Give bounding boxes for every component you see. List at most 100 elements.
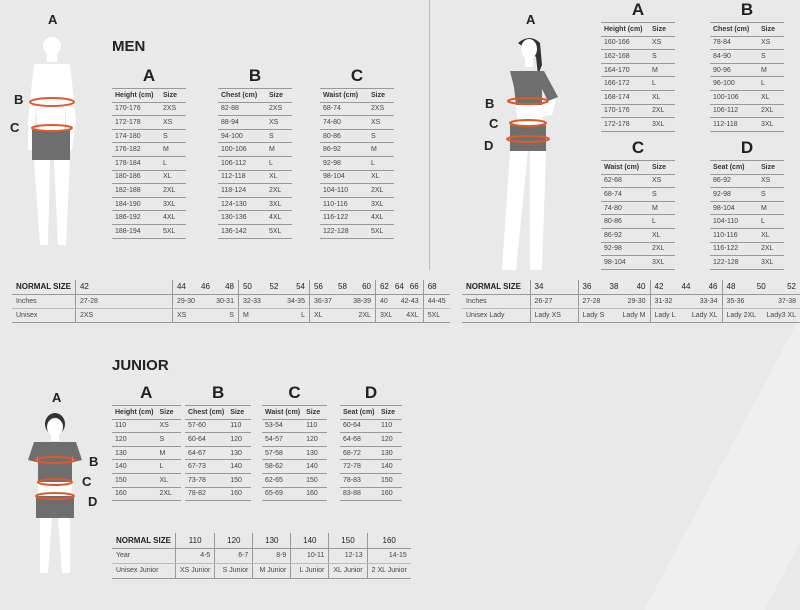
table-row: 98-104 3XL xyxy=(601,255,675,270)
size-group-cell: 42 xyxy=(74,280,173,295)
measure-cell: 176-182 xyxy=(112,142,160,157)
table-row: 53-54 110 xyxy=(262,419,328,434)
figure-label-c: C xyxy=(489,116,499,131)
size-value: M xyxy=(242,311,249,319)
size-value: 38-39 xyxy=(353,297,371,305)
measure-cell: 98-104 xyxy=(601,255,649,270)
size-table-b: B Chest (cm) Size 82-88 2XS 88-94 XS 94-100 S 100… xyxy=(218,66,292,239)
size-cell: XL xyxy=(649,90,675,105)
size-group: 56 58 60 xyxy=(314,282,371,291)
table-row: 86-92 XS xyxy=(710,174,784,189)
column-header: Size xyxy=(368,88,394,103)
size-table: Seat (cm) Size 60-64 110 64-68 120 68-72 130 72-… xyxy=(340,405,402,502)
size-cell: 130 xyxy=(378,446,402,461)
figure-label-b: B xyxy=(485,96,495,111)
table-row: 172-178 3XL xyxy=(601,117,675,132)
size-group: 68 xyxy=(428,282,446,291)
size-group-cell: 42 44 46 xyxy=(649,280,722,295)
size-cell: 2XS xyxy=(368,102,394,117)
size-group: 44-45 xyxy=(428,298,446,305)
table-row: 176-182 M xyxy=(112,142,186,157)
measure-cell: 160 xyxy=(112,487,157,502)
size-value: 34 xyxy=(534,282,544,292)
table-row: Year 4-5 6-7 8-9 10-11 12-13 14-15 xyxy=(112,548,411,564)
size-value: 31-32 xyxy=(654,297,673,305)
table-row: 136-142 5XL xyxy=(218,224,292,239)
figure-label-a: A xyxy=(48,12,58,27)
measure-letter: B xyxy=(211,383,225,402)
table-row: 122-128 3XL xyxy=(710,255,784,270)
measure-cell: 62-65 xyxy=(262,473,304,488)
size-cell: S xyxy=(156,432,181,447)
table-row: 164-170 M xyxy=(601,63,675,78)
size-group-cell: 5XL xyxy=(422,308,450,323)
measure-cell: 150 xyxy=(112,473,157,488)
size-table-a: A Height (cm) Size 110 XS 120 S 130 M 140 L 150 XL 16… xyxy=(112,383,181,502)
size-cell: S xyxy=(649,187,675,202)
table-row: 80-86 S xyxy=(320,129,394,144)
size-cell: 2 XL Junior xyxy=(366,563,411,579)
measure-cell: 86-92 xyxy=(710,174,758,189)
size-value: 44 xyxy=(176,282,186,292)
column-header: Size xyxy=(160,88,186,103)
size-cell: 2XL xyxy=(156,487,181,502)
size-value: 5XL xyxy=(427,311,441,319)
table-row: 94-100 S xyxy=(218,129,292,144)
size-cell: L Junior xyxy=(290,563,329,579)
size-group-cell: 34 xyxy=(529,280,578,295)
table-header-row: Waist (cm) Size xyxy=(320,88,394,103)
table-row: 72-78 140 xyxy=(340,459,402,474)
size-cell: S xyxy=(758,49,784,64)
size-cell: 160 xyxy=(366,533,411,549)
size-value: 32-33 xyxy=(242,297,261,305)
table-row: 178-184 L xyxy=(112,156,186,171)
size-cell: 130 xyxy=(227,446,252,461)
table-row: 110-116 3XL xyxy=(320,197,394,212)
measure-cell: 110 xyxy=(112,419,157,434)
size-group: 48 50 52 xyxy=(727,282,797,291)
size-cell: 3XL xyxy=(649,255,675,270)
size-table: Height (cm) Size 160-166 XS 162-168 S 164-170 M… xyxy=(601,22,675,132)
table-row: Inches 26-27 27-28 29-30 31-32 33-34 35-36 37-3… xyxy=(462,294,800,309)
table-row: 122-128 5XL xyxy=(320,224,394,239)
table-row: 78-84 XS xyxy=(710,36,784,51)
size-value: 2XL xyxy=(358,311,371,319)
size-cell: 10-11 xyxy=(290,548,329,564)
table-row: 106-112 L xyxy=(218,156,292,171)
measure-cell: 92-98 xyxy=(710,187,758,202)
size-value: 52 xyxy=(787,282,796,292)
table-row: 74-80 M xyxy=(601,201,675,216)
measure-cell: 72-78 xyxy=(340,459,378,474)
size-value: 30-31 xyxy=(216,297,234,305)
size-cell: XL xyxy=(649,228,675,243)
figure-label-d: D xyxy=(88,494,98,509)
size-cell: 150 xyxy=(328,533,368,549)
table-row: 100-106 XL xyxy=(710,90,784,105)
size-cell: 130 xyxy=(252,533,291,549)
measure-cell: 74-80 xyxy=(601,201,649,216)
size-value: 46 xyxy=(201,282,210,292)
size-table-c: C Waist (cm) Size 62-68 XS 68-74 S 74-80 M 80-86 L… xyxy=(601,138,675,270)
table-row: 60-64 120 xyxy=(185,432,252,447)
table-row: 62-68 XS xyxy=(601,174,675,189)
size-cell: XS xyxy=(649,174,675,189)
measure-cell: 92-98 xyxy=(320,156,368,171)
measure-cell: 100-106 xyxy=(218,142,266,157)
table-row: 83-88 160 xyxy=(340,487,402,502)
table-row: 184-190 3XL xyxy=(112,197,186,212)
measure-cell: 110-116 xyxy=(710,228,758,243)
measure-cell: 106-112 xyxy=(710,104,758,119)
row-label: Unisex Junior xyxy=(112,563,176,579)
size-group: 50 52 54 xyxy=(243,282,305,291)
row-label: NORMAL SIZE xyxy=(12,280,76,295)
junior-title: JUNIOR xyxy=(112,357,169,374)
table-row: 68-74 2XS xyxy=(320,102,394,117)
measure-cell: 92-98 xyxy=(601,242,649,257)
size-group-cell: 62 64 66 xyxy=(374,280,424,295)
size-group-cell: 50 52 54 xyxy=(237,280,310,295)
size-cell: 110 xyxy=(174,533,215,549)
size-group-cell: 36-37 38-39 xyxy=(308,294,376,309)
figure-label-c: C xyxy=(82,474,92,489)
column-header: Seat (cm) xyxy=(710,160,758,175)
